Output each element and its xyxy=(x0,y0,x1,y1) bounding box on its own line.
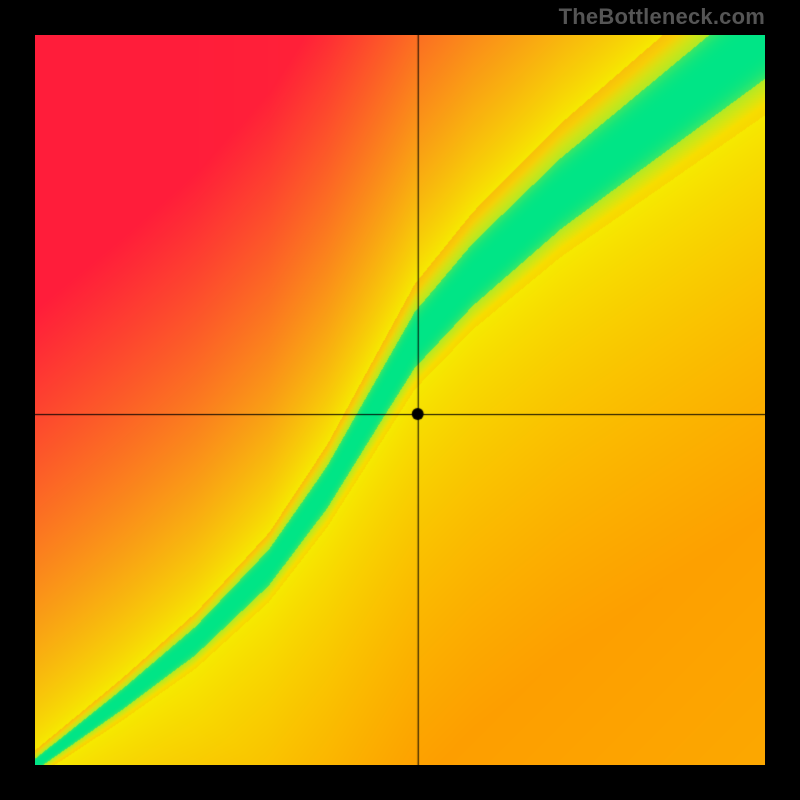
chart-container: TheBottleneck.com xyxy=(0,0,800,800)
watermark-text: TheBottleneck.com xyxy=(559,4,765,30)
bottleneck-heatmap xyxy=(35,35,765,765)
